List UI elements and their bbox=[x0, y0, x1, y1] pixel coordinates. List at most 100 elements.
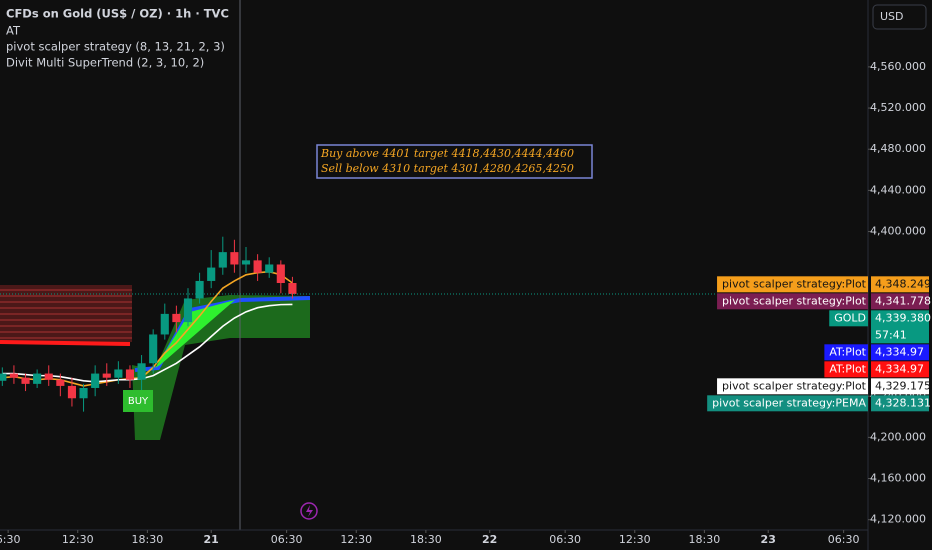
price-name-box bbox=[829, 310, 868, 327]
candle-body bbox=[160, 313, 169, 335]
candle-body bbox=[230, 252, 239, 265]
candle-body bbox=[265, 264, 274, 273]
price-label: 4,339.380 57:41 GOLD bbox=[829, 310, 931, 344]
x-tick-label: 22 bbox=[482, 533, 497, 546]
annotation-line: Sell below 4310 target 4301,4280,4265,42… bbox=[321, 162, 574, 175]
price-value: 4,328.131 bbox=[875, 396, 931, 409]
y-tick-label: 4,480.000 bbox=[870, 142, 926, 155]
y-tick-label: 4,400.000 bbox=[870, 225, 926, 238]
currency[interactable]: USD bbox=[880, 10, 904, 23]
candle-body bbox=[79, 387, 88, 399]
price-value-box bbox=[871, 395, 929, 412]
candle-body bbox=[276, 264, 285, 284]
price-name-box bbox=[717, 293, 868, 310]
price-value-box bbox=[871, 344, 929, 361]
x-tick-label: 18:30 bbox=[689, 533, 721, 546]
candle-body bbox=[33, 373, 42, 384]
price-label: 4,334.97 AT:Plot bbox=[824, 344, 929, 361]
x-tick-label: 23 bbox=[761, 533, 776, 546]
candle-body bbox=[149, 334, 158, 364]
x-tick-label: 12:30 bbox=[62, 533, 94, 546]
price-value: 4,334.97 bbox=[875, 345, 924, 358]
candle-body bbox=[67, 385, 77, 399]
green-fill bbox=[155, 300, 235, 368]
event-bolt bbox=[306, 505, 313, 517]
symbol-title: CFDs on Gold (US$ / OZ) · 1h · TVC bbox=[6, 7, 229, 21]
price-name-box bbox=[824, 344, 868, 361]
candle-body bbox=[137, 363, 146, 380]
price-value: 4,339.380 bbox=[875, 311, 931, 324]
candle-body bbox=[183, 298, 193, 323]
x-tick-label: 12:30 bbox=[340, 533, 372, 546]
price-label: 4,348.249 pivot scalper strategy:Plot bbox=[717, 276, 931, 293]
price-name-box bbox=[717, 378, 868, 395]
price-name-box bbox=[707, 395, 868, 412]
price-value: 4,348.249 bbox=[875, 277, 931, 290]
price-value: 4,341.778 bbox=[875, 294, 931, 307]
candle-body bbox=[241, 260, 251, 265]
y-tick-label: 4,560.000 bbox=[870, 60, 926, 73]
price-label: 4,334.97 AT:Plot bbox=[824, 361, 929, 378]
x-tick-label: 12:30 bbox=[619, 533, 651, 546]
annotation-line: Buy above 4401 target 4418,4430,4444,446… bbox=[320, 147, 574, 160]
candle-body bbox=[288, 283, 297, 294]
price-name: GOLD bbox=[834, 311, 866, 324]
currency-button[interactable] bbox=[872, 4, 927, 30]
candle-body bbox=[0, 373, 7, 381]
price-name: AT:Plot bbox=[829, 345, 866, 358]
price-value-box bbox=[871, 276, 929, 293]
red-trend bbox=[0, 340, 131, 346]
event-icon[interactable] bbox=[300, 502, 318, 520]
candle-body bbox=[56, 379, 65, 386]
indicator: pivot scalper strategy (8, 13, 21, 2, 3) bbox=[6, 40, 225, 54]
candle-body bbox=[218, 252, 227, 268]
price-name-box bbox=[824, 361, 868, 378]
price-value-box bbox=[871, 310, 929, 344]
candle-body bbox=[114, 369, 123, 378]
candle-body bbox=[195, 280, 204, 299]
candle-body bbox=[253, 260, 262, 273]
countdown: 57:41 bbox=[875, 328, 907, 341]
candle-body bbox=[125, 369, 135, 380]
price-label: 4,329.175 pivot scalper strategy:Plot bbox=[717, 378, 931, 395]
x-tick-label: 06:30 bbox=[549, 533, 581, 546]
price-value: 4,329.175 bbox=[875, 379, 931, 392]
price-label: 4,328.131 pivot scalper strategy:PEMA bbox=[707, 395, 931, 412]
price-name: pivot scalper strategy:PEMA bbox=[712, 396, 866, 409]
x-tick-label: 06:30 bbox=[271, 533, 303, 546]
price-name: pivot scalper strategy:Plot bbox=[722, 277, 867, 290]
x-tick-label: 6:30 bbox=[0, 533, 20, 546]
red-stripes bbox=[0, 289, 132, 339]
x-tick-label: 21 bbox=[204, 533, 219, 546]
price-value-box bbox=[871, 378, 929, 395]
candle-body bbox=[44, 373, 53, 380]
y-tick-label: 4,520.000 bbox=[870, 101, 926, 114]
plot bbox=[0, 236, 297, 412]
candle-body bbox=[207, 267, 216, 281]
price-value-box bbox=[871, 361, 929, 378]
price-value-box bbox=[871, 293, 929, 310]
y-tick-label: 4,440.000 bbox=[870, 183, 926, 196]
y-tick-label: 4,200.000 bbox=[870, 430, 926, 443]
candle-body bbox=[9, 373, 18, 378]
indicator: Divit Multi SuperTrend (2, 3, 10, 2) bbox=[6, 56, 204, 70]
price-name: pivot scalper strategy:Plot bbox=[722, 294, 867, 307]
candle-body bbox=[91, 373, 100, 388]
indicator: AT bbox=[6, 24, 21, 38]
price-label: 4,341.778 pivot scalper strategy:Plot bbox=[717, 293, 931, 310]
price-name: pivot scalper strategy:Plot bbox=[722, 379, 867, 392]
price-value: 4,334.97 bbox=[875, 362, 924, 375]
x-tick-label: 06:30 bbox=[828, 533, 860, 546]
signal-box bbox=[123, 390, 153, 412]
y-tick-label: 4,120.000 bbox=[870, 513, 926, 526]
candle-body bbox=[102, 373, 111, 378]
price-name: AT:Plot bbox=[829, 362, 866, 375]
signal-label: BUY bbox=[128, 396, 149, 407]
y-tick-label: 4,160.000 bbox=[870, 472, 926, 485]
candle-body bbox=[21, 377, 30, 384]
price-name-box bbox=[717, 276, 868, 293]
candle-body bbox=[172, 313, 181, 323]
annotation-box bbox=[316, 144, 593, 179]
